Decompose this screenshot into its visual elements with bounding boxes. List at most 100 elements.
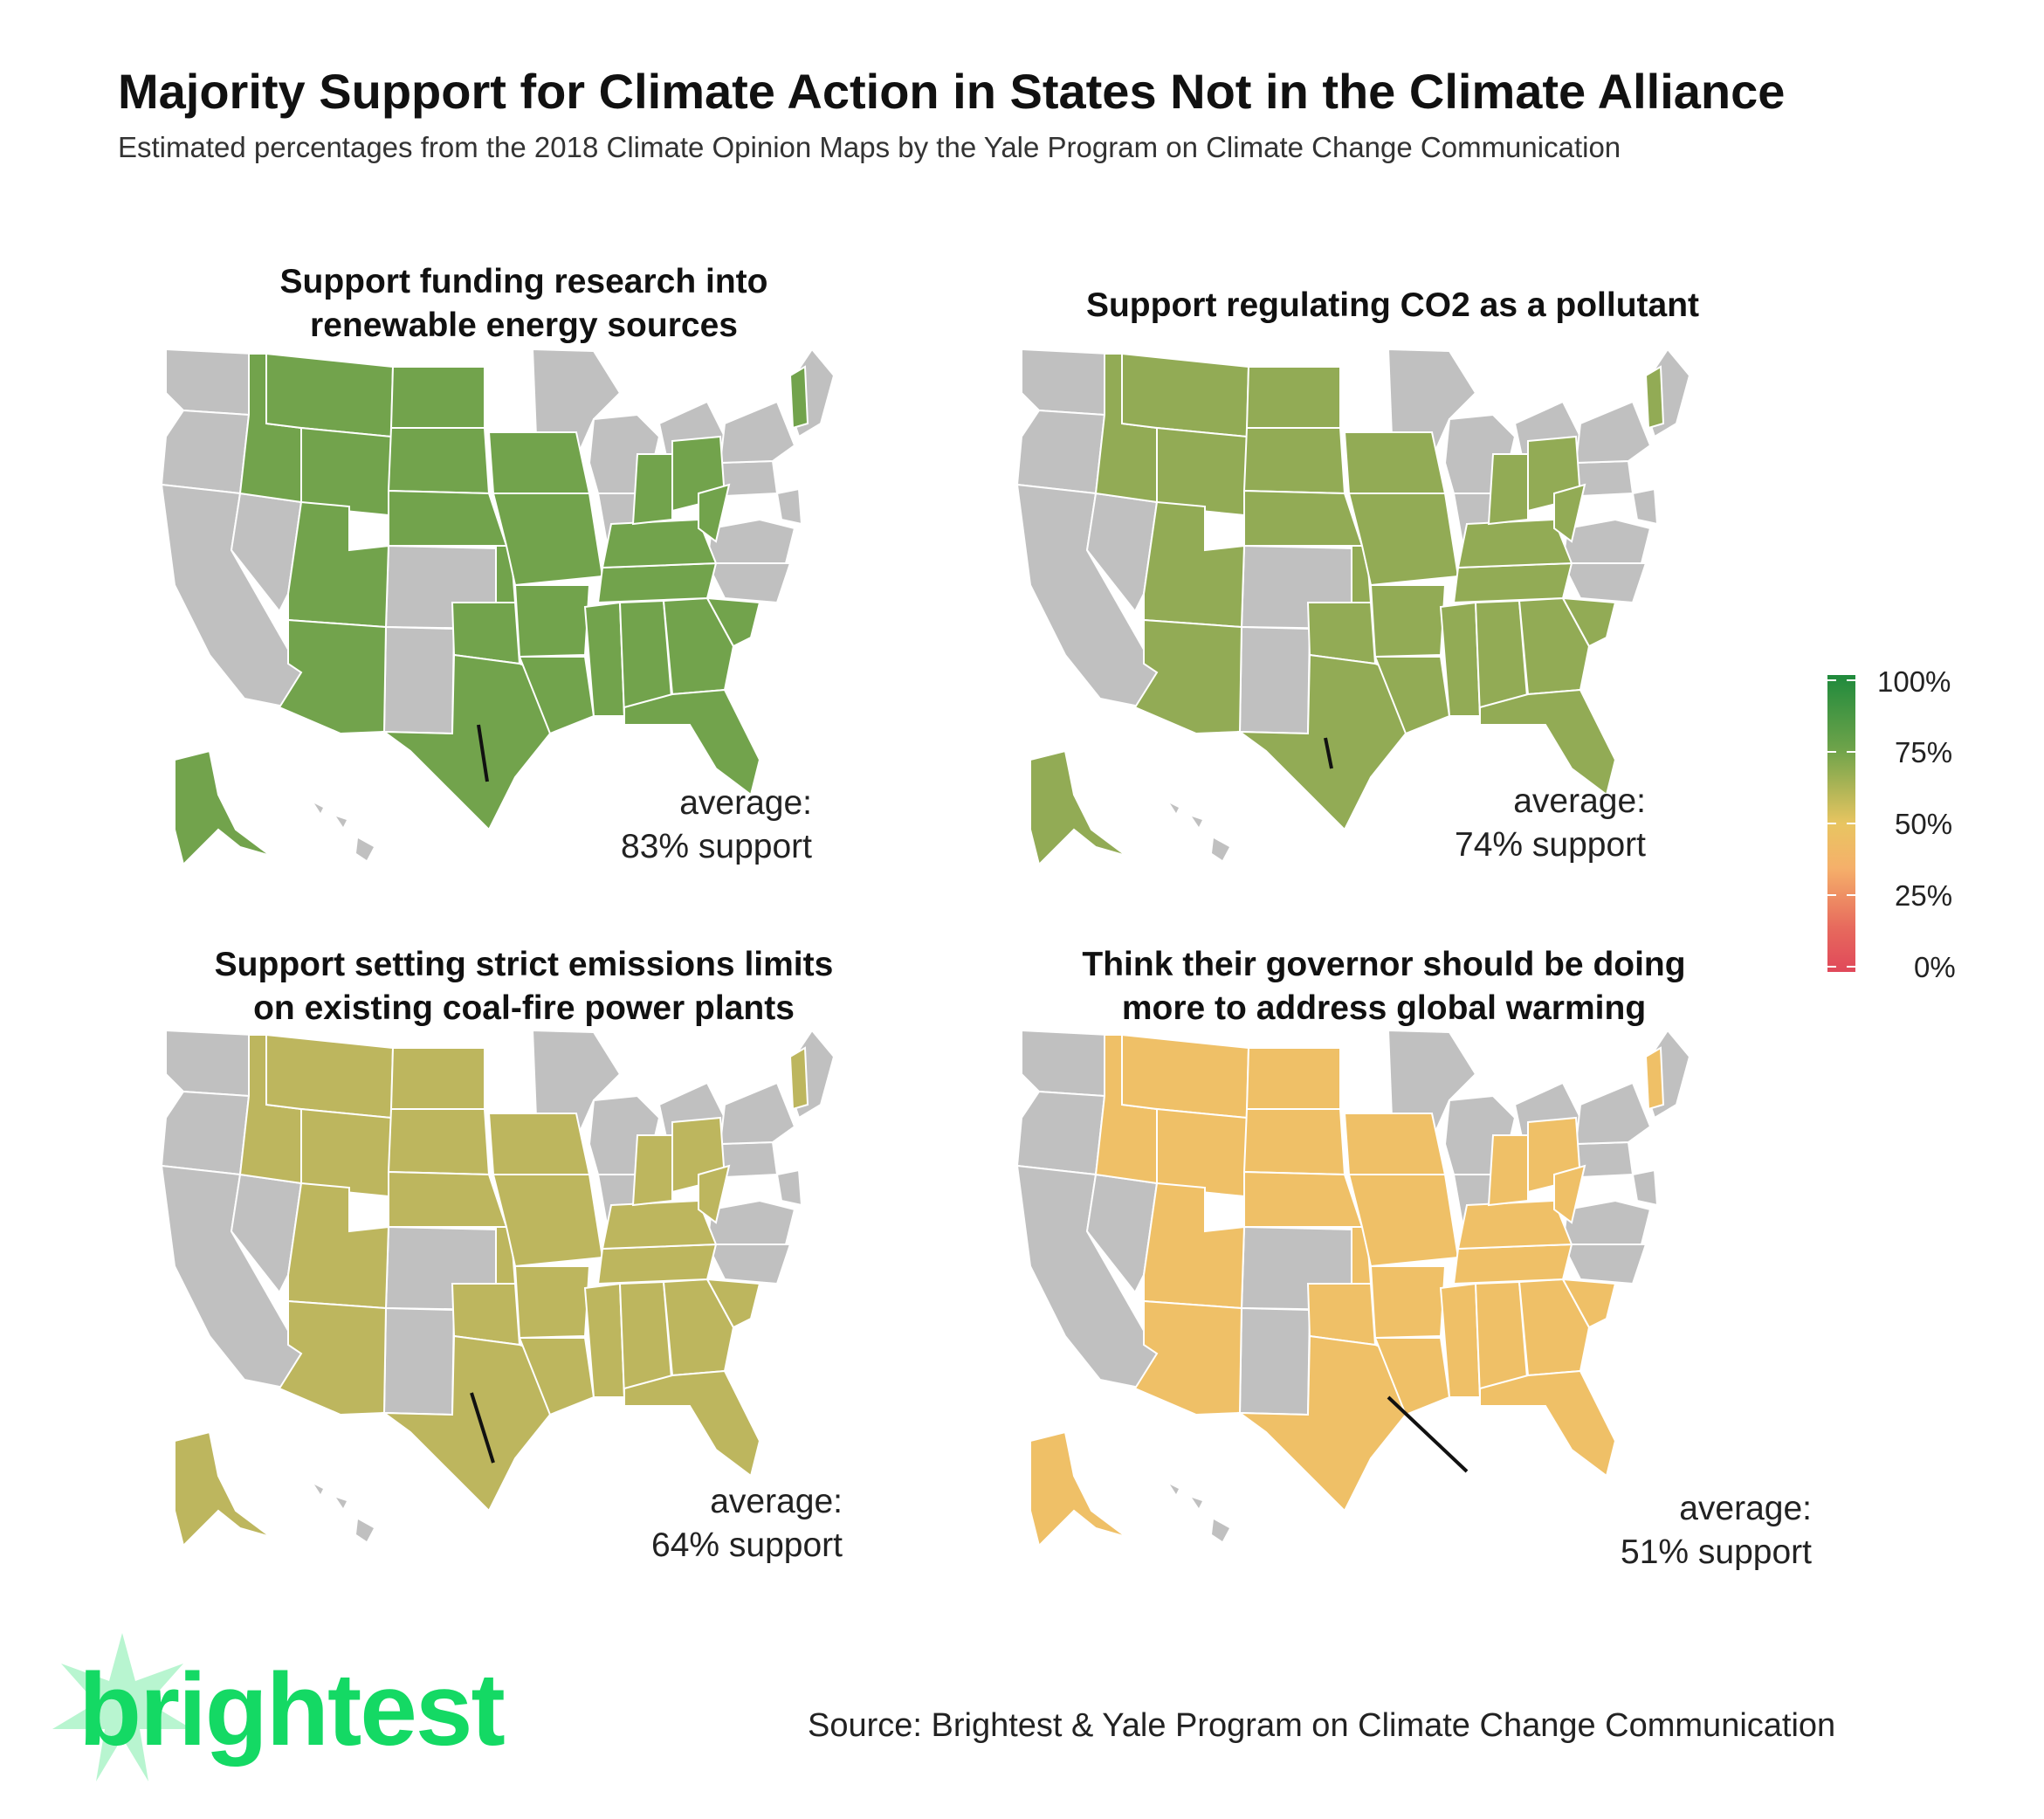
state-nd	[1245, 1047, 1341, 1110]
state-pa	[719, 459, 779, 498]
legend-tick	[1827, 823, 1836, 824]
state-sc	[705, 1278, 761, 1329]
state-ut	[1143, 1182, 1246, 1310]
state-hi-island	[336, 816, 347, 827]
state-wv	[1553, 1164, 1586, 1224]
map-coal-limits	[160, 1029, 836, 1547]
state-wv	[698, 483, 731, 543]
state-ia	[487, 1113, 591, 1175]
average-callout-line	[477, 724, 489, 782]
legend-label-75: 75%	[1895, 736, 1953, 768]
state-mo	[1347, 1174, 1460, 1268]
state-ny	[719, 400, 796, 465]
state-in	[1487, 1134, 1529, 1207]
state-md-nj	[775, 487, 803, 526]
state-wa	[1021, 348, 1111, 417]
page-subtitle: Estimated percentages from the 2018 Clim…	[118, 131, 1621, 163]
state-az	[1133, 1299, 1243, 1416]
state-fl	[623, 688, 761, 796]
state-nd	[389, 366, 485, 429]
state-nc	[1561, 562, 1648, 604]
state-az	[1133, 618, 1243, 735]
source-credit: Source: Brightest & Yale Program on Clim…	[808, 1707, 1836, 1744]
state-hi-island	[314, 1485, 323, 1494]
panel-title-governor-action: Think their governor should be doing mor…	[1082, 946, 1686, 1027]
legend-tick	[1827, 894, 1836, 896]
map-co2-regulation	[1015, 348, 1691, 866]
state-fl	[623, 1369, 761, 1478]
state-ny	[1574, 1081, 1652, 1146]
legend-tick	[1847, 894, 1855, 896]
legend-label-50: 50%	[1895, 808, 1953, 840]
state-hi-island	[336, 1498, 347, 1508]
panel-title-co2-regulation: Support regulating CO2 as a pollutant	[1085, 286, 1700, 324]
state-sc	[1561, 596, 1617, 648]
state-nh	[1644, 1046, 1665, 1111]
state-hi-island	[314, 803, 323, 813]
legend-tick	[1827, 751, 1836, 753]
state-ok	[451, 602, 521, 665]
average-annotation-co2-regulation: average: 74% support	[1455, 782, 1646, 864]
state-az	[278, 1299, 388, 1416]
state-ky	[1456, 1199, 1573, 1251]
legend-color-bar	[1827, 675, 1855, 972]
legend-label-100: 100%	[1877, 665, 1951, 698]
state-in	[631, 453, 673, 526]
state-ut	[1143, 500, 1246, 629]
state-ne	[388, 1170, 508, 1228]
state-mo	[492, 493, 604, 587]
state-wy	[1156, 1107, 1249, 1198]
state-wa	[165, 348, 255, 417]
state-hi-island	[1212, 838, 1229, 860]
state-nc	[705, 562, 792, 604]
state-ut	[287, 1182, 390, 1310]
legend-tick	[1847, 823, 1855, 824]
state-ar	[513, 584, 591, 658]
state-ky	[601, 518, 718, 569]
legend-tick	[1827, 679, 1836, 681]
state-nc	[1561, 1244, 1648, 1285]
state-mt	[1121, 1033, 1250, 1120]
average-annotation-governor-action: average: 51% support	[1621, 1490, 1812, 1571]
state-ny	[719, 1081, 796, 1146]
state-sd	[387, 427, 491, 495]
state-in	[1487, 453, 1529, 526]
state-nh	[788, 1046, 809, 1111]
map-renewable-research	[160, 348, 836, 866]
state-nm	[1238, 625, 1311, 735]
average-annotation-coal-limits: average: 64% support	[651, 1483, 843, 1564]
state-hi-island	[1170, 803, 1179, 813]
map-governor-action	[1015, 1029, 1691, 1547]
state-wy	[300, 1107, 393, 1198]
state-pa	[719, 1140, 779, 1179]
state-hi-island	[1192, 816, 1202, 827]
state-ok	[1306, 602, 1377, 665]
legend-label-25: 25%	[1895, 879, 1953, 912]
state-nh	[788, 365, 809, 430]
brightest-wordmark: brightest	[79, 1652, 506, 1767]
state-pa	[1574, 459, 1635, 498]
state-mt	[265, 352, 395, 438]
state-or	[160, 409, 251, 495]
state-ne	[388, 489, 508, 547]
state-wv	[698, 1164, 731, 1224]
state-tn	[1452, 562, 1573, 604]
average-callout-line	[1387, 1395, 1469, 1473]
average-callout-line	[1324, 737, 1333, 769]
state-mo	[1347, 493, 1460, 587]
state-hi-island	[1212, 1519, 1229, 1541]
legend-label-0: 0%	[1914, 951, 1956, 983]
state-nd	[389, 1047, 485, 1110]
state-nh	[1644, 365, 1665, 430]
state-ak	[1029, 1430, 1127, 1547]
state-tn	[596, 562, 718, 604]
state-mt	[1121, 352, 1250, 438]
state-nm	[1238, 1306, 1311, 1416]
legend-tick	[1847, 679, 1855, 681]
state-md-nj	[775, 1168, 803, 1207]
state-md-nj	[1631, 1168, 1659, 1207]
panel-title-coal-limits: Support setting strict emissions limits …	[214, 946, 834, 1027]
state-ky	[1456, 518, 1573, 569]
state-az	[278, 618, 388, 735]
state-pa	[1574, 1140, 1635, 1179]
